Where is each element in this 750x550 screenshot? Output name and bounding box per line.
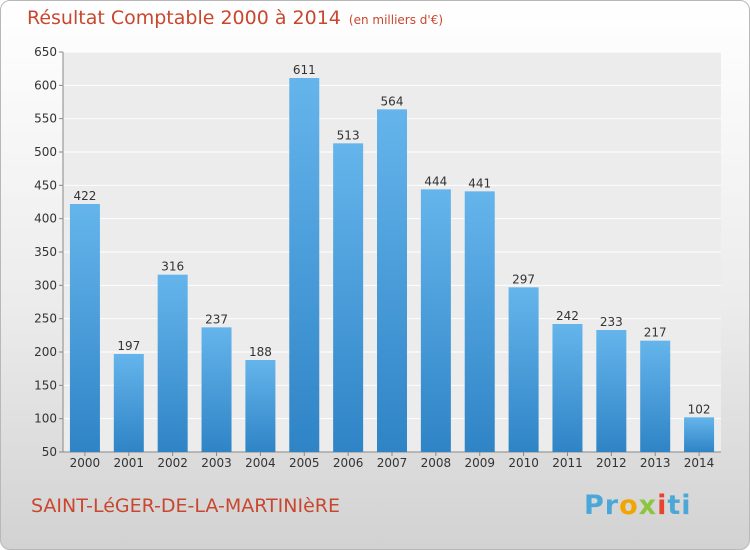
bar [596,330,627,452]
bar [508,287,539,452]
logo-part: Pr [584,490,620,521]
y-tick-label: 100 [34,412,57,426]
y-tick-label: 500 [34,145,57,159]
x-tick-label: 2004 [245,456,276,470]
y-tick-label: 350 [34,245,57,259]
data-label: 237 [205,312,228,326]
x-tick-label: 2000 [70,456,101,470]
y-tick-label: 50 [42,445,57,459]
data-label: 242 [556,309,579,323]
x-tick-label: 2005 [289,456,320,470]
bar [157,274,188,452]
logo-part: o [619,490,639,521]
y-tick-label: 450 [34,178,57,192]
data-label: 513 [337,128,360,142]
y-tick-label: 400 [34,212,57,226]
bar [245,360,276,452]
x-tick-label: 2011 [552,456,583,470]
bar [113,354,144,452]
place-name: SAINT-LéGER-DE-LA-MARTINIèRE [31,495,340,517]
bar [684,417,715,452]
y-tick-label: 650 [34,45,57,59]
bar [69,204,100,452]
x-tick-label: 2001 [114,456,145,470]
y-tick-label: 550 [34,112,57,126]
data-label: 316 [161,260,184,274]
data-label: 102 [688,402,711,416]
bar [552,324,583,452]
x-tick-label: 2006 [333,456,364,470]
x-tick-label: 2002 [157,456,188,470]
x-tick-label: 2012 [596,456,627,470]
bar [640,340,671,452]
data-label: 197 [117,339,140,353]
x-tick-label: 2010 [508,456,539,470]
y-tick-label: 250 [34,312,57,326]
y-tick-label: 200 [34,345,57,359]
chart-title-text: Résultat Comptable 2000 à 2014 [27,7,341,29]
logo-part: i [657,490,668,521]
chart-subtitle: (en milliers d'€) [348,13,444,27]
data-label: 188 [249,345,272,359]
data-label: 611 [293,63,316,77]
x-tick-label: 2008 [421,456,452,470]
bar [377,109,407,452]
x-tick-label: 2003 [201,456,232,470]
proxiti-logo: Proxiti [584,490,692,521]
data-label: 217 [644,326,667,340]
bar [289,78,320,452]
bar [420,189,451,453]
logo-part: ti [667,490,692,521]
data-label: 422 [73,189,96,203]
y-tick-label: 300 [34,278,57,292]
bar [201,327,232,452]
chart-title: Résultat Comptable 2000 à 2014 (en millie… [27,7,443,29]
y-tick-label: 150 [34,378,57,392]
logo-part: x [638,490,658,521]
bar [333,143,364,453]
x-tick-label: 2013 [640,456,671,470]
bar [464,191,495,453]
x-tick-label: 2014 [684,456,715,470]
data-label: 441 [468,176,491,190]
y-tick-label: 600 [34,78,57,92]
x-tick-label: 2009 [464,456,495,470]
data-label: 297 [512,272,535,286]
x-tick-label: 2007 [377,456,408,470]
data-label: 564 [381,94,404,108]
data-label: 233 [600,315,623,329]
data-label: 444 [424,174,447,188]
